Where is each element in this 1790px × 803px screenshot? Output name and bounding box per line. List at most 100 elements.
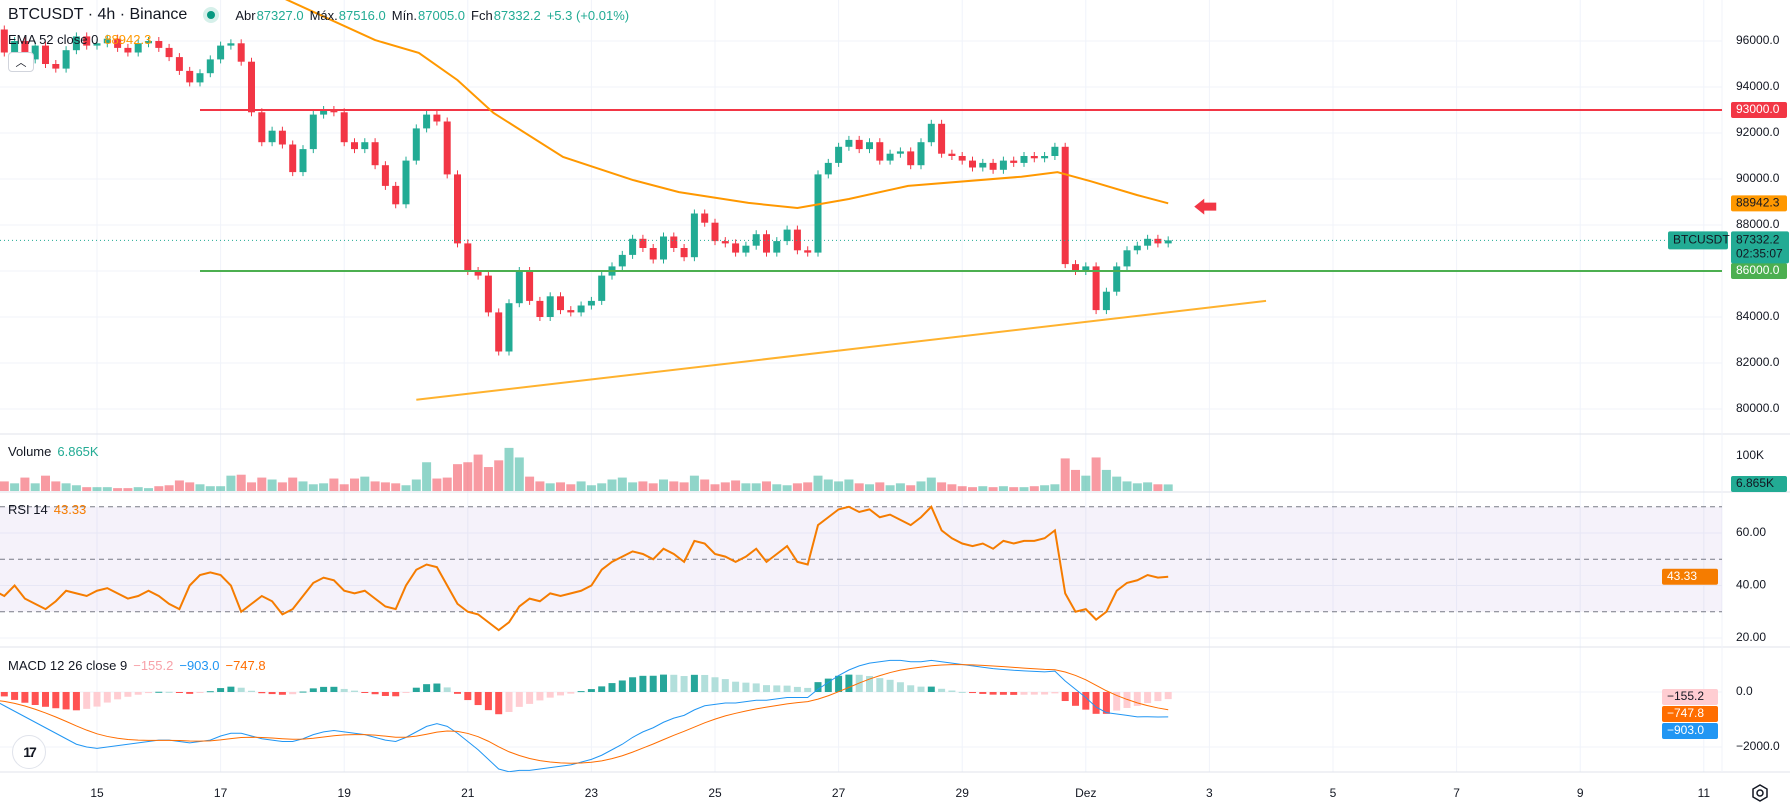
macd-histogram-bar xyxy=(474,692,482,706)
time-axis-label: 7 xyxy=(1453,786,1460,800)
candle xyxy=(299,149,307,173)
macd-histogram-bar xyxy=(1164,692,1172,700)
volume-bar xyxy=(401,485,411,491)
price-axis-label: 90000.0 xyxy=(1736,171,1780,185)
symbol-tag-bg xyxy=(1668,231,1728,250)
macd-line-value: −903.0 xyxy=(179,658,220,673)
macd-axis-label: −2000.0 xyxy=(1736,739,1780,753)
macd-histogram-bar xyxy=(505,692,513,712)
candle xyxy=(1144,238,1152,246)
volume-bar xyxy=(1009,487,1019,491)
macd-histogram-bar xyxy=(299,691,307,693)
macd-histogram-bar xyxy=(165,691,173,693)
price-axis-label: 92000.0 xyxy=(1736,125,1780,139)
macd-histogram-bar xyxy=(927,686,935,692)
macd-histogram-bar xyxy=(1061,692,1069,702)
volume-bar xyxy=(41,475,50,491)
candle xyxy=(670,236,678,248)
volume-bar xyxy=(1029,486,1039,491)
volume-bar xyxy=(1040,485,1050,491)
candle xyxy=(515,271,523,304)
volume-bar xyxy=(545,483,555,491)
macd-histogram-bar xyxy=(732,681,740,692)
candle xyxy=(526,271,534,301)
macd-histogram-bar xyxy=(11,692,19,700)
volume-bar xyxy=(319,483,329,491)
macd-histogram-bar xyxy=(412,687,420,692)
volume-bar xyxy=(525,476,535,491)
candle xyxy=(1082,266,1090,271)
time-axis-label: 15 xyxy=(90,786,104,800)
volume-axis-label: 100K xyxy=(1736,448,1764,462)
candle xyxy=(1092,266,1100,311)
gear-icon[interactable] xyxy=(1750,783,1770,803)
time-axis-label: 23 xyxy=(585,786,599,800)
macd-histogram-bar xyxy=(186,692,194,694)
volume-bar xyxy=(968,487,977,491)
collapse-legend-button[interactable]: ︿ xyxy=(8,52,34,72)
candle xyxy=(103,38,111,44)
time-axis-label: 29 xyxy=(956,786,970,800)
macd-histogram-bar xyxy=(206,691,214,693)
candle xyxy=(320,110,328,115)
volume-bar xyxy=(576,481,586,491)
rsi-legend[interactable]: RSI 14 43.33 xyxy=(8,502,86,517)
ema-legend[interactable]: EMA 52 close 0 88942.3 xyxy=(8,32,151,47)
macd-histogram-bar xyxy=(1072,692,1079,706)
volume-bar xyxy=(792,483,802,491)
macd-histogram-bar xyxy=(42,692,49,707)
candle xyxy=(1061,146,1069,265)
candle xyxy=(361,142,369,150)
symbol-title[interactable]: BTCUSDT · 4h · Binance xyxy=(8,6,188,23)
macd-histogram-bar xyxy=(1102,692,1110,714)
macd-histogram-bar xyxy=(989,692,997,695)
volume-bar xyxy=(350,478,359,491)
last-price-label-bg xyxy=(1731,231,1789,264)
macd-signal-line xyxy=(0,664,1169,764)
time-axis-label: 11 xyxy=(1698,786,1711,800)
candle xyxy=(93,43,101,46)
candle xyxy=(711,222,719,242)
macd-histogram-bar xyxy=(793,686,801,692)
volume-bar xyxy=(494,460,504,491)
volume-legend[interactable]: Volume 6.865K xyxy=(8,444,99,459)
macd-histogram-bar xyxy=(83,692,91,709)
macd-histogram-bar xyxy=(1092,692,1100,714)
candle xyxy=(999,160,1007,170)
candle xyxy=(392,185,400,205)
macd-histogram-bar xyxy=(536,692,544,701)
candle xyxy=(134,43,142,53)
macd-histogram-bar xyxy=(886,679,894,692)
macd-label: MACD 12 26 close 9 xyxy=(8,658,128,673)
volume-bar xyxy=(751,483,761,491)
candle xyxy=(175,57,183,71)
candle xyxy=(938,123,946,154)
macd-histogram-bar xyxy=(392,692,400,697)
volume-bar xyxy=(1101,469,1111,491)
macd-histogram-bar xyxy=(464,692,472,701)
candle xyxy=(21,41,29,60)
candle xyxy=(72,36,80,51)
macd-histogram-bar xyxy=(598,686,606,692)
macd-histogram-bar xyxy=(196,692,204,693)
volume-bar xyxy=(247,482,256,491)
volume-bar xyxy=(329,478,339,491)
macd-legend[interactable]: MACD 12 26 close 9 −155.2 −903.0 −747.8 xyxy=(8,658,266,673)
hline-price-label-bg xyxy=(1731,263,1787,279)
ema-value: 88942.3 xyxy=(104,32,152,47)
candle xyxy=(680,248,688,258)
macd-histogram-bar xyxy=(1123,692,1131,708)
macd-hist-label: −155.2 xyxy=(1667,689,1704,703)
price-axis-label: 84000.0 xyxy=(1736,309,1780,323)
macd-histogram-bar xyxy=(72,692,80,711)
macd-histogram-bar xyxy=(1020,692,1028,695)
volume-bar xyxy=(679,482,689,491)
tradingview-logo-icon[interactable]: 17 xyxy=(12,735,46,769)
volume-bar xyxy=(102,487,112,491)
candle xyxy=(721,241,729,244)
candle xyxy=(835,146,843,163)
candle xyxy=(412,128,420,161)
volume-bar xyxy=(1143,482,1153,491)
volume-bar xyxy=(813,475,823,491)
